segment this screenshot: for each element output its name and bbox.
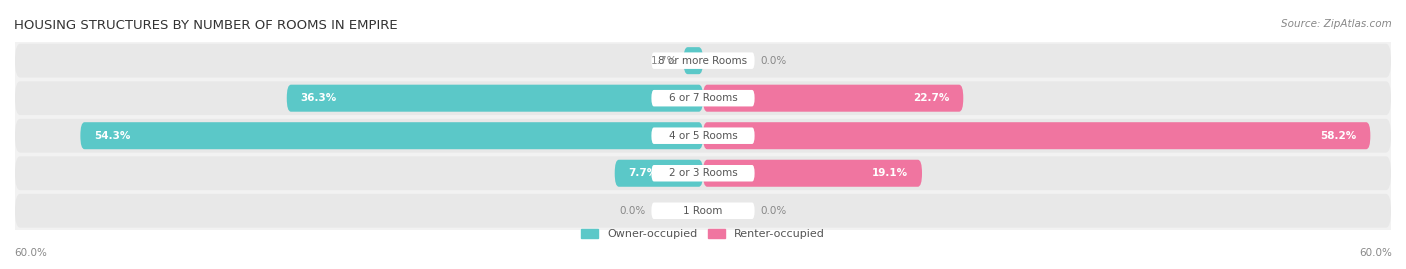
Bar xyxy=(15,192,1391,229)
Text: 1 Room: 1 Room xyxy=(683,206,723,216)
Text: 60.0%: 60.0% xyxy=(14,248,46,258)
FancyBboxPatch shape xyxy=(683,47,703,74)
Bar xyxy=(15,42,1391,79)
FancyBboxPatch shape xyxy=(703,122,1371,149)
Text: HOUSING STRUCTURES BY NUMBER OF ROOMS IN EMPIRE: HOUSING STRUCTURES BY NUMBER OF ROOMS IN… xyxy=(14,19,398,32)
Text: 4 or 5 Rooms: 4 or 5 Rooms xyxy=(669,131,737,141)
Bar xyxy=(15,154,1391,192)
FancyBboxPatch shape xyxy=(651,52,755,69)
Bar xyxy=(15,79,1391,117)
Text: 54.3%: 54.3% xyxy=(94,131,131,141)
FancyBboxPatch shape xyxy=(651,203,755,219)
FancyBboxPatch shape xyxy=(80,122,703,149)
FancyBboxPatch shape xyxy=(703,85,963,112)
Text: 1.7%: 1.7% xyxy=(651,56,678,66)
Text: 6 or 7 Rooms: 6 or 7 Rooms xyxy=(669,93,737,103)
Bar xyxy=(15,117,1391,154)
FancyBboxPatch shape xyxy=(15,81,1391,115)
Text: Source: ZipAtlas.com: Source: ZipAtlas.com xyxy=(1281,19,1392,29)
Text: 0.0%: 0.0% xyxy=(620,206,645,216)
Text: 0.0%: 0.0% xyxy=(761,56,786,66)
Text: 2 or 3 Rooms: 2 or 3 Rooms xyxy=(669,168,737,178)
FancyBboxPatch shape xyxy=(614,160,703,187)
Text: 8 or more Rooms: 8 or more Rooms xyxy=(658,56,748,66)
Text: 58.2%: 58.2% xyxy=(1320,131,1357,141)
FancyBboxPatch shape xyxy=(287,85,703,112)
FancyBboxPatch shape xyxy=(15,156,1391,190)
FancyBboxPatch shape xyxy=(703,160,922,187)
FancyBboxPatch shape xyxy=(15,194,1391,228)
Legend: Owner-occupied, Renter-occupied: Owner-occupied, Renter-occupied xyxy=(581,229,825,239)
FancyBboxPatch shape xyxy=(651,90,755,107)
Text: 19.1%: 19.1% xyxy=(872,168,908,178)
FancyBboxPatch shape xyxy=(15,119,1391,153)
Text: 7.7%: 7.7% xyxy=(628,168,658,178)
Text: 22.7%: 22.7% xyxy=(912,93,949,103)
Text: 0.0%: 0.0% xyxy=(761,206,786,216)
FancyBboxPatch shape xyxy=(651,165,755,182)
Text: 36.3%: 36.3% xyxy=(301,93,337,103)
FancyBboxPatch shape xyxy=(15,44,1391,77)
Text: 60.0%: 60.0% xyxy=(1360,248,1392,258)
FancyBboxPatch shape xyxy=(651,128,755,144)
